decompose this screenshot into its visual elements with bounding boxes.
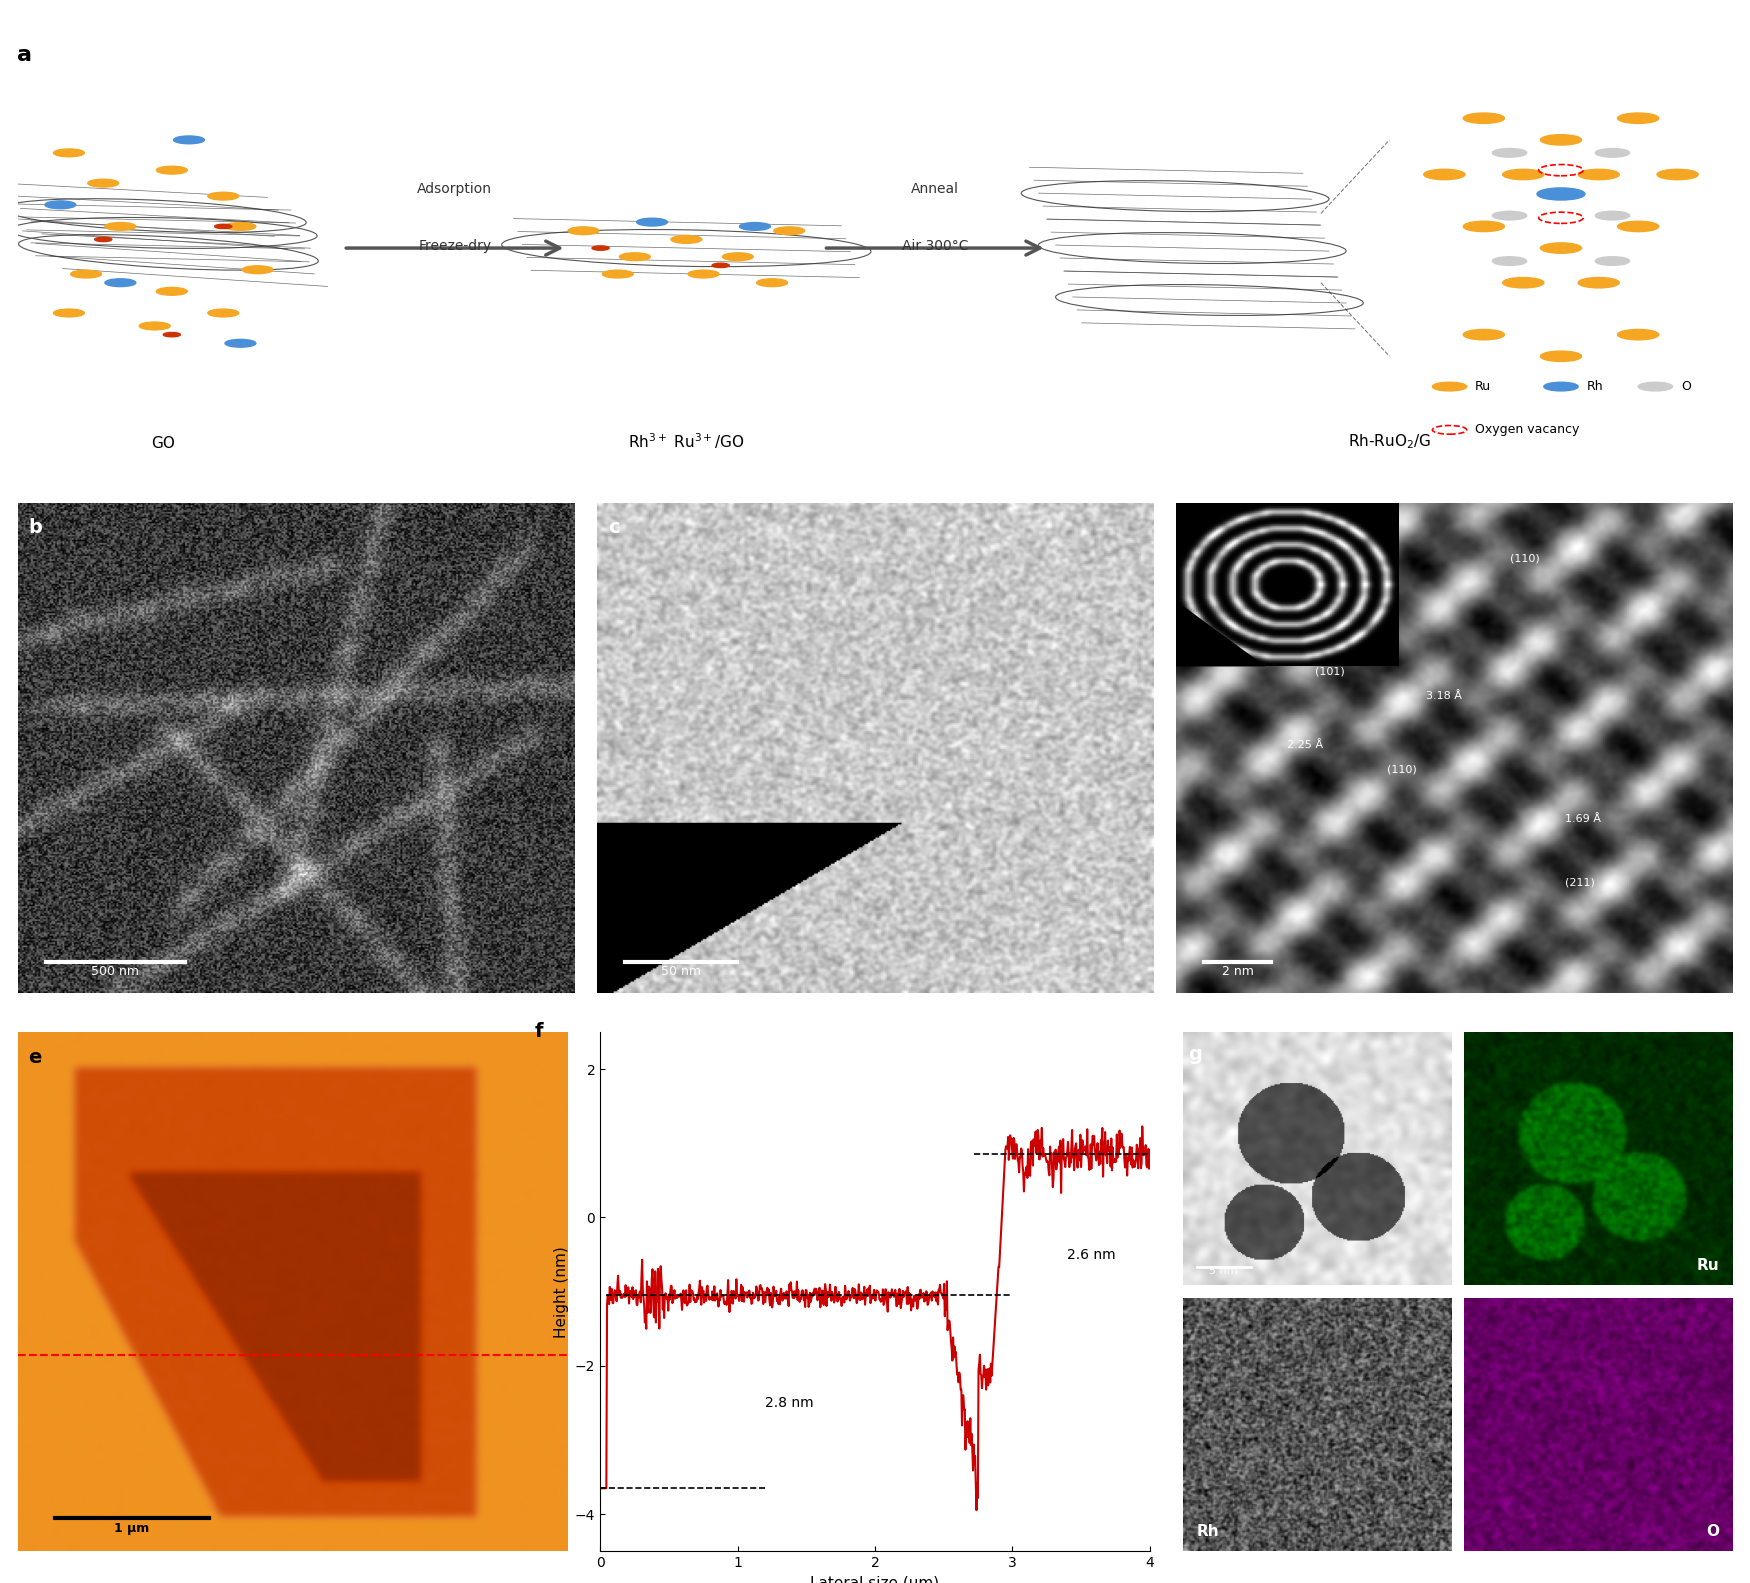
Text: Adsorption: Adsorption [416, 182, 492, 196]
Circle shape [70, 271, 102, 279]
Circle shape [105, 223, 136, 230]
Circle shape [1578, 277, 1619, 288]
Text: Rh: Rh [1197, 1524, 1218, 1539]
Circle shape [1596, 211, 1629, 220]
Circle shape [156, 288, 187, 296]
Circle shape [1540, 351, 1582, 361]
Text: Anneal: Anneal [912, 182, 959, 196]
Text: d: d [1186, 518, 1200, 537]
Text: Oxygen vacancy: Oxygen vacancy [1475, 423, 1580, 437]
Text: g: g [1188, 1045, 1202, 1064]
Circle shape [1463, 222, 1505, 231]
Circle shape [756, 279, 788, 287]
Text: 3.18 Å: 3.18 Å [1426, 692, 1463, 701]
Circle shape [163, 332, 180, 337]
Circle shape [1536, 188, 1586, 199]
Circle shape [1540, 242, 1582, 253]
Text: Rh$^{3+}$ Ru$^{3+}$/GO: Rh$^{3+}$ Ru$^{3+}$/GO [628, 432, 744, 451]
Text: 2 nm: 2 nm [1222, 966, 1253, 978]
Text: Ru: Ru [1475, 380, 1491, 393]
Text: f: f [534, 1021, 542, 1040]
Text: 2.8 nm: 2.8 nm [765, 1396, 814, 1410]
Circle shape [592, 245, 609, 250]
Circle shape [242, 266, 273, 274]
Circle shape [602, 271, 634, 279]
Circle shape [54, 149, 84, 157]
Circle shape [723, 253, 752, 261]
Circle shape [670, 236, 702, 244]
Circle shape [569, 226, 598, 234]
Text: (101): (101) [1314, 666, 1344, 676]
Circle shape [226, 223, 255, 230]
Text: Air 300°C: Air 300°C [901, 239, 968, 253]
Circle shape [54, 309, 84, 317]
Circle shape [1638, 382, 1673, 391]
Circle shape [1657, 169, 1698, 180]
Text: Rh: Rh [1587, 380, 1603, 393]
Text: 500 nm: 500 nm [91, 966, 138, 978]
Text: 2.6 nm: 2.6 nm [1068, 1247, 1115, 1262]
Circle shape [637, 218, 667, 226]
Circle shape [1463, 112, 1505, 123]
Circle shape [46, 201, 75, 209]
Circle shape [94, 237, 112, 242]
Text: 5 nm: 5 nm [1209, 1266, 1237, 1276]
Circle shape [1424, 169, 1465, 180]
Circle shape [1617, 329, 1659, 340]
Text: (110): (110) [1388, 765, 1418, 774]
Circle shape [140, 321, 170, 329]
Text: 1 μm: 1 μm [114, 1521, 150, 1536]
Text: Ru: Ru [1696, 1257, 1718, 1273]
Circle shape [1544, 382, 1578, 391]
Circle shape [1503, 277, 1544, 288]
Circle shape [215, 225, 231, 228]
Circle shape [88, 179, 119, 187]
Text: GO: GO [150, 437, 175, 451]
Circle shape [105, 279, 136, 287]
Text: b: b [28, 518, 42, 537]
Circle shape [208, 309, 238, 317]
Circle shape [1503, 169, 1544, 180]
Text: O: O [1706, 1524, 1718, 1539]
Text: Rh-RuO$_2$/G: Rh-RuO$_2$/G [1348, 432, 1432, 451]
Circle shape [740, 223, 770, 230]
Circle shape [1493, 256, 1526, 266]
Circle shape [226, 339, 255, 347]
Text: (110): (110) [1510, 554, 1540, 564]
Text: a: a [18, 44, 33, 65]
Y-axis label: Height (nm): Height (nm) [555, 1246, 569, 1338]
Text: Freeze-dry: Freeze-dry [418, 239, 492, 253]
Circle shape [1432, 382, 1466, 391]
Circle shape [688, 271, 719, 279]
Circle shape [1540, 135, 1582, 146]
Text: (211): (211) [1566, 877, 1596, 888]
Text: O: O [1682, 380, 1690, 393]
Circle shape [1493, 211, 1526, 220]
Circle shape [1596, 256, 1629, 266]
Circle shape [1617, 222, 1659, 231]
Circle shape [1463, 329, 1505, 340]
Text: c: c [607, 518, 620, 537]
Circle shape [620, 253, 651, 261]
Text: 2.25 Å: 2.25 Å [1286, 741, 1323, 750]
Circle shape [774, 226, 805, 234]
Text: 50 nm: 50 nm [662, 966, 702, 978]
Text: e: e [28, 1048, 42, 1067]
Circle shape [156, 166, 187, 174]
Circle shape [208, 192, 238, 199]
X-axis label: Lateral size (μm): Lateral size (μm) [810, 1575, 940, 1583]
Circle shape [1596, 149, 1629, 157]
Circle shape [1617, 112, 1659, 123]
Circle shape [712, 263, 730, 268]
Text: 1.69 Å: 1.69 Å [1566, 814, 1601, 823]
Circle shape [1578, 169, 1619, 180]
Circle shape [1493, 149, 1526, 157]
Circle shape [173, 136, 205, 144]
